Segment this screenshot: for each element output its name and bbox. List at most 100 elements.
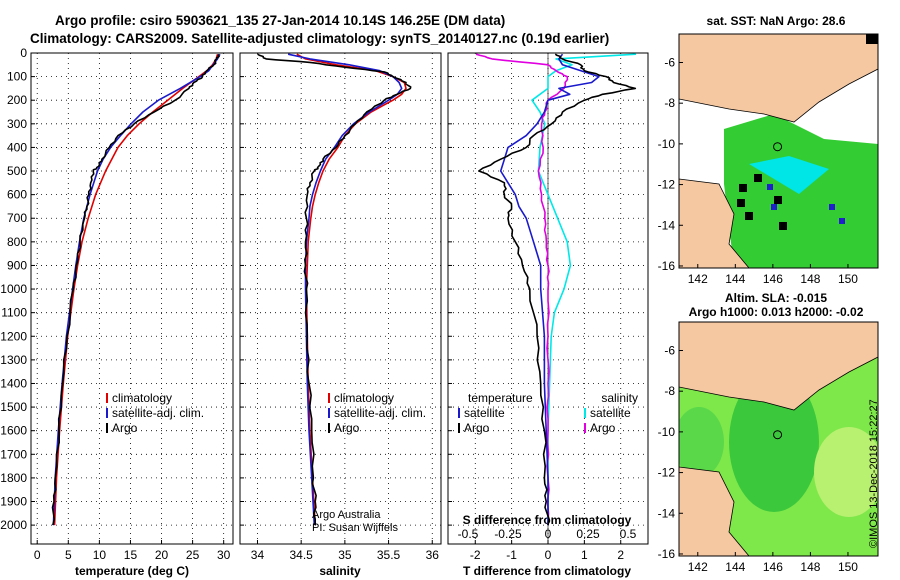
sst-map-panel: 142 144 146 148 150 -6 -8 -10 -12 -14 -16 (658, 33, 879, 286)
argo-line (51, 53, 220, 526)
sst-corner-cell (866, 34, 878, 44)
diff-legend-temperature-heading: temperature (468, 391, 533, 405)
difference-profile-panel: -2 -1 0 1 2 -0.5 -0.25 0 0.25 0.5S difference fro… (447, 52, 649, 578)
y-tick-label: 1700 (0, 447, 27, 461)
sst-cloud-cell (779, 222, 787, 230)
figure-title-line2: Climatology: CARS2009. Satellite-adjuste… (30, 31, 609, 46)
map-content (679, 322, 878, 556)
temperature-legend-0-label: climatology (112, 391, 172, 405)
diff-legend-s-satellite-label: satellite (590, 406, 631, 420)
map-y-tick-label: -10 (658, 137, 676, 151)
sst-cloud-cell (774, 196, 782, 204)
sst-map-title: sat. SST: NaN Argo: 28.6 (707, 14, 846, 28)
sst-blue-cell (839, 218, 845, 224)
sst-cloud-cell (737, 199, 745, 207)
s-tick-label: 0.25 (576, 527, 600, 541)
y-tick-label: 1400 (0, 376, 27, 390)
map-x-tick-label: 142 (688, 272, 708, 286)
new-guinea-land (679, 34, 878, 123)
map-y-tick-label: -16 (658, 259, 676, 273)
s-argo-line (475, 53, 569, 526)
diff-legend-t-satellite-label: satellite (464, 406, 505, 420)
temperature-profile-panel: 0 5 10 15 20 25 300100200300400500600700800900… (0, 46, 234, 578)
diff-legend-salinity-heading: salinity (601, 391, 638, 405)
salinity-x-label: salinity (319, 564, 361, 578)
s-satellite-line (531, 53, 637, 526)
y-tick-label: 400 (7, 140, 27, 154)
y-tick-label: 2000 (0, 518, 27, 532)
temperature-x-label: temperature (deg C) (75, 564, 189, 578)
salinity-legend-1-label: satellite-adj. clim. (334, 406, 426, 420)
sst-blue-cell (829, 204, 835, 210)
y-tick-label: 200 (7, 93, 27, 107)
climatology-line (53, 53, 219, 526)
x-tick-label: 30 (217, 548, 231, 562)
x-tick-label: 36 (426, 548, 440, 562)
map-y-tick-label: -14 (658, 218, 676, 232)
y-tick-label: 600 (7, 188, 27, 202)
map-x-tick-label: 150 (838, 560, 858, 574)
x-tick-label: -2 (470, 548, 481, 562)
y-tick-label: 1800 (0, 471, 27, 485)
x-tick-label: 0 (34, 548, 41, 562)
difference-x-label: T difference from climatology (463, 564, 631, 578)
map-x-tick-label: 146 (763, 272, 783, 286)
map-frame (678, 33, 879, 269)
map-x-tick-label: 148 (800, 560, 820, 574)
salinity-legend-2-label: Argo (334, 421, 360, 435)
x-tick-label: 35.5 (377, 548, 401, 562)
sla-light-patch (814, 427, 878, 517)
salinity-legend-0-label: climatology (334, 391, 394, 405)
x-tick-label: 34.5 (289, 548, 313, 562)
map-y-tick-label: -12 (658, 466, 676, 480)
y-tick-label: 700 (7, 211, 27, 225)
x-tick-label: 15 (124, 548, 138, 562)
argo-line (257, 53, 412, 526)
sst-blue-cell (771, 204, 777, 210)
map-x-tick-label: 150 (838, 272, 858, 286)
cape-york-land (679, 466, 750, 556)
cape-york-land (679, 178, 750, 268)
y-tick-label: 500 (7, 164, 27, 178)
plot-frame (30, 52, 234, 545)
map-y-tick-label: -6 (664, 55, 675, 69)
map-y-tick-label: -10 (658, 425, 676, 439)
s-tick-label: -0.5 (458, 527, 479, 541)
new-guinea-land (679, 322, 878, 411)
map-y-tick-label: -16 (658, 547, 676, 561)
salinity-profile-panel: 34 34.5 35 35.5 36 climatologysatellite-adj. … (239, 52, 442, 578)
sst-blue-cell (767, 184, 773, 190)
x-tick-label: 35 (338, 548, 352, 562)
s-tick-label: 0.5 (620, 527, 637, 541)
x-tick-label: 5 (65, 548, 72, 562)
salinity-annotation-line1: Argo Australia (312, 509, 381, 521)
map-y-tick-label: -8 (664, 96, 675, 110)
map-x-tick-label: 144 (725, 560, 745, 574)
sla-mid-patch (679, 407, 724, 477)
diff-legend-t-argo-label: Argo (464, 421, 490, 435)
salinity-annotation-line2: PI: Susan Wijffels (312, 522, 398, 534)
map-content (679, 34, 878, 268)
diff-legend-s-argo-label: Argo (590, 421, 616, 435)
t-satellite-line (499, 53, 600, 526)
y-tick-label: 800 (7, 235, 27, 249)
y-tick-label: 1300 (0, 353, 27, 367)
sla-map-panel: 142 144 146 148 150 -6 -8 -10 -12 -14 -16 (658, 321, 879, 574)
temperature-legend-2-label: Argo (112, 421, 138, 435)
map-y-tick-label: -14 (658, 506, 676, 520)
y-tick-label: 1600 (0, 424, 27, 438)
y-tick-label: 1500 (0, 400, 27, 414)
temperature-legend-1-label: satellite-adj. clim. (112, 406, 204, 420)
y-tick-label: 0 (20, 46, 27, 60)
y-tick-label: 1000 (0, 282, 27, 296)
map-x-tick-label: 144 (725, 272, 745, 286)
sst-cloud-cell (739, 184, 747, 192)
x-tick-label: 1 (581, 548, 588, 562)
x-tick-label: 0 (545, 548, 552, 562)
sst-cyan-patch (749, 156, 829, 194)
y-tick-label: 100 (7, 70, 27, 84)
figure-title-line1: Argo profile: csiro 5903621_135 27-Jan-2… (55, 13, 505, 28)
x-tick-label: 20 (155, 548, 169, 562)
sla-map-title-line1: Altim. SLA: -0.015 (725, 291, 827, 305)
y-tick-label: 1200 (0, 329, 27, 343)
